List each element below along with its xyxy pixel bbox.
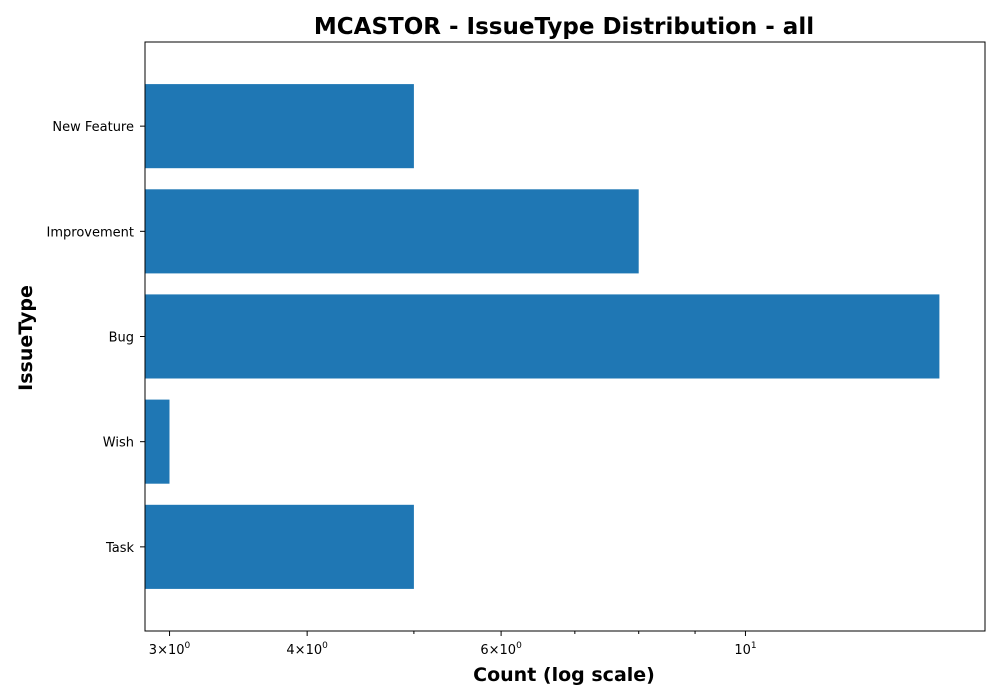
- bar-task: [145, 504, 414, 589]
- plot-frame: [144, 41, 986, 632]
- x-tick-label: 6×100: [480, 641, 522, 658]
- bar-new-feature: [145, 84, 414, 169]
- y-tick-label: Bug: [109, 331, 134, 346]
- chart-title: MCASTOR - IssueType Distribution - all: [314, 14, 814, 40]
- y-axis-label: IssueType: [15, 285, 37, 391]
- y-tick-label: New Feature: [52, 120, 134, 135]
- x-tick-label: 101: [734, 641, 756, 658]
- y-tick-label: Wish: [103, 436, 134, 451]
- y-tick-label: Improvement: [47, 225, 134, 240]
- y-tick-label: Task: [105, 541, 135, 556]
- plot-area: New Feature Improvement Bug Wish Task 3×100 4×…: [47, 41, 986, 658]
- x-tick-label: 3×100: [149, 641, 191, 658]
- bar-improvement: [145, 189, 639, 274]
- x-axis-label: Count (log scale): [473, 664, 655, 686]
- x-tick-label: 4×100: [286, 641, 328, 658]
- bar-wish: [145, 399, 170, 484]
- bar-bug: [145, 294, 940, 379]
